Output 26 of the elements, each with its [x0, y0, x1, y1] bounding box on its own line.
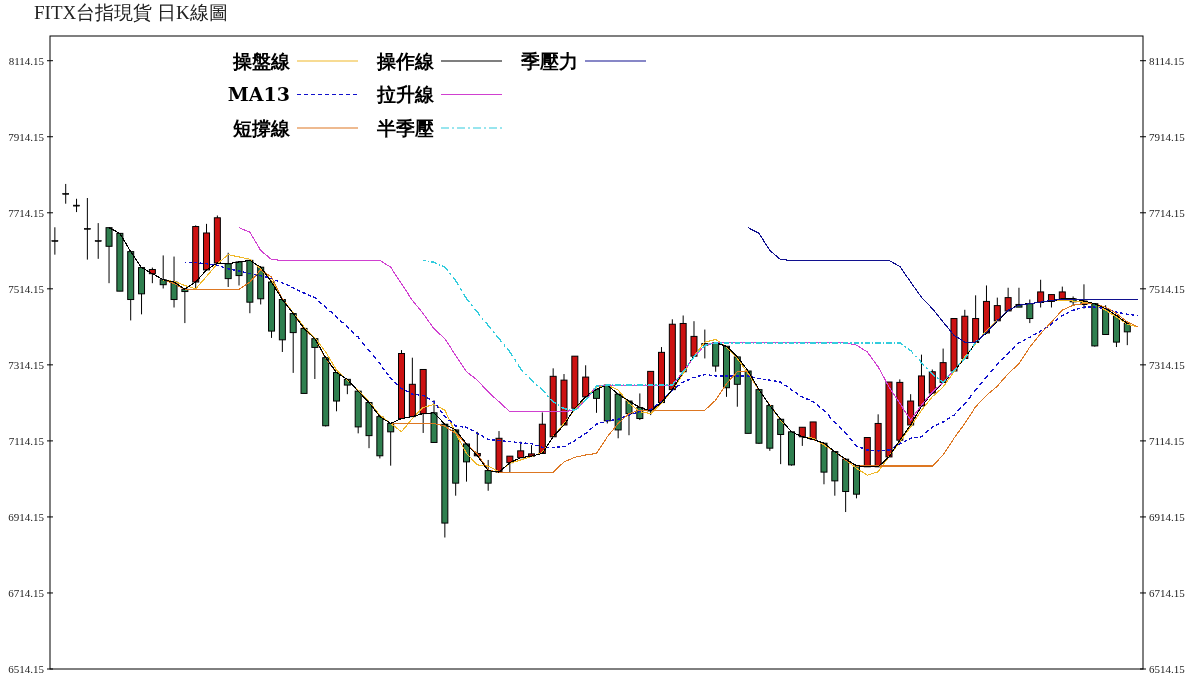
y2-tick-label: 8114.15	[1149, 54, 1185, 67]
y-tick-label: 6714.15	[8, 586, 45, 599]
y-tick-label: 6514.15	[8, 662, 45, 675]
y2-tick-label: 7514.15	[1149, 282, 1186, 295]
y2-tick-label: 7714.15	[1149, 206, 1186, 219]
y-tick-label: 7714.15	[8, 206, 45, 219]
legend-label: 季壓力	[520, 49, 578, 72]
y-tick-label: 6914.15	[8, 510, 45, 523]
y2-tick-label: 6714.15	[1149, 586, 1186, 599]
y-tick-label: 7314.15	[8, 358, 45, 371]
y2-tick-label: 6914.15	[1149, 510, 1186, 523]
y2-tick-label: 7914.15	[1149, 130, 1186, 143]
y-tick-label: 7514.15	[8, 282, 45, 295]
legend-label: 短撐線	[232, 116, 291, 139]
chart-title: FITX台指現貨 日K線圖	[34, 2, 228, 23]
y-tick-label: 7914.15	[8, 130, 45, 143]
legend-label: 拉升線	[376, 83, 435, 106]
legend-label: 半季壓	[376, 116, 435, 139]
legend-label: 操盤線	[232, 49, 291, 72]
y-tick-label: 7114.15	[8, 434, 45, 447]
legend-label: 操作線	[376, 49, 435, 72]
y2-tick-label: 6514.15	[1149, 662, 1186, 675]
y2-tick-label: 7314.15	[1149, 358, 1186, 371]
legend-label: MA13	[227, 83, 290, 106]
y-tick-label: 8114.15	[8, 54, 45, 67]
y2-tick-label: 7114.15	[1149, 434, 1185, 447]
